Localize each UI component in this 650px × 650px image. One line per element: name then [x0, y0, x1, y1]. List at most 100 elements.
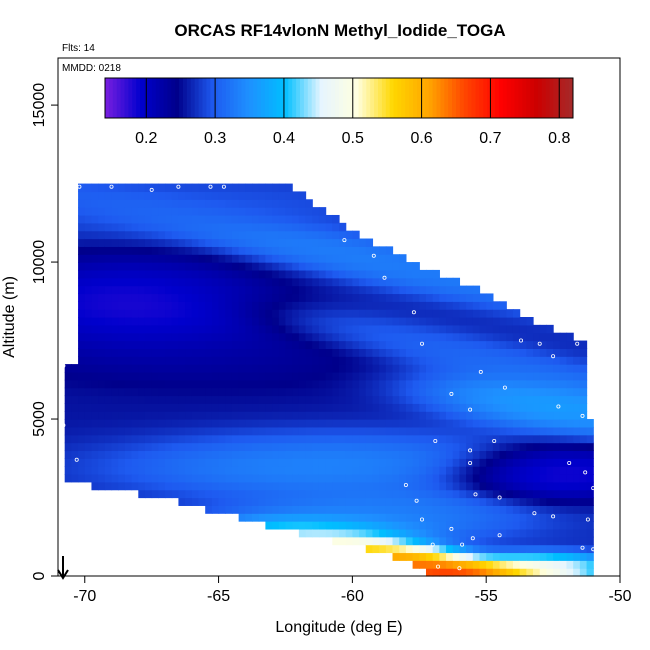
heatmap-cell [111, 293, 119, 302]
heatmap-cell [392, 552, 400, 561]
heatmap-cell [446, 340, 454, 349]
heatmap-cell [425, 332, 434, 342]
heatmap-cell [553, 458, 561, 467]
heatmap-cell [278, 505, 287, 514]
heatmap-cell [231, 379, 240, 389]
heatmap-cell [526, 481, 534, 491]
heatmap-cell [385, 246, 394, 255]
heatmap-cell [312, 450, 320, 459]
heatmap-cell [205, 450, 213, 459]
y-tick-label: 10000 [31, 240, 48, 285]
colorbar-segment [175, 78, 180, 118]
heatmap-cell [198, 207, 206, 216]
heatmap-cell [252, 262, 260, 271]
heatmap-cell [318, 434, 327, 444]
heatmap-cell [64, 466, 72, 475]
heatmap-cell [432, 364, 440, 373]
heatmap-cell [258, 434, 266, 444]
heatmap-cell [365, 411, 374, 420]
heatmap-cell [419, 395, 427, 404]
heatmap-cell [165, 473, 173, 483]
heatmap-cell [425, 293, 434, 302]
heatmap-cell [365, 356, 374, 365]
heatmap-cell [258, 207, 266, 216]
heatmap-cell [466, 387, 474, 397]
heatmap-cell [78, 183, 86, 193]
heatmap-cell [91, 222, 99, 232]
heatmap-cell [218, 426, 226, 436]
heatmap-cell [412, 434, 420, 444]
heatmap-cell [171, 489, 180, 499]
heatmap-cell [265, 450, 273, 459]
heatmap-cell [359, 254, 367, 263]
heatmap-cell [144, 371, 153, 381]
colorbar-segment [381, 78, 387, 118]
heatmap-cell [258, 246, 266, 255]
heatmap-cell [405, 395, 414, 404]
heatmap-cell [466, 552, 474, 561]
heatmap-cell [352, 536, 360, 546]
heatmap-cell [258, 364, 266, 373]
heatmap-cell [252, 419, 260, 428]
heatmap-cell [405, 528, 414, 538]
heatmap-cell [472, 426, 481, 436]
heatmap-cell [285, 403, 293, 412]
heatmap-cell [492, 301, 501, 310]
heatmap-cell [332, 309, 340, 318]
heatmap-cell [325, 489, 333, 499]
heatmap-cell [379, 317, 387, 326]
heatmap-cell [245, 277, 253, 287]
heatmap-cell [553, 528, 561, 538]
heatmap-cell [379, 387, 387, 397]
heatmap-cell [385, 521, 394, 530]
heatmap-cell [352, 277, 360, 287]
heatmap-cell [292, 301, 300, 310]
heatmap-cell [472, 379, 481, 389]
heatmap-cell [238, 426, 246, 436]
heatmap-cell [231, 411, 240, 420]
heatmap-cell [372, 317, 380, 326]
heatmap-cell [245, 293, 253, 302]
heatmap-cell [553, 536, 561, 546]
heatmap-cell [124, 277, 133, 287]
heatmap-cell [553, 395, 561, 404]
heatmap-cell [165, 277, 173, 287]
colorbar-segment [311, 78, 317, 118]
heatmap-cell [298, 324, 307, 334]
heatmap-cell [111, 450, 119, 459]
heatmap-cell [84, 371, 93, 381]
heatmap-cell [539, 387, 547, 397]
heatmap-cell [225, 262, 233, 271]
heatmap-cell [365, 348, 374, 357]
heatmap-cell [318, 466, 327, 475]
heatmap-cell [586, 419, 594, 428]
heatmap-cell [352, 434, 360, 444]
heatmap-cell [191, 269, 200, 279]
heatmap-cell [573, 364, 581, 373]
heatmap-cell [539, 395, 547, 404]
heatmap-cell [111, 207, 119, 216]
heatmap-cell [345, 269, 353, 279]
heatmap-cell [252, 214, 260, 224]
heatmap-cell [225, 222, 233, 232]
heatmap-cell [392, 277, 400, 287]
heatmap-cell [98, 340, 106, 349]
heatmap-cell [379, 356, 387, 365]
heatmap-cell [486, 552, 494, 561]
heatmap-cell [479, 293, 487, 302]
heatmap-cell [512, 568, 521, 577]
heatmap-cell [405, 387, 414, 397]
mmdd-note: MMDD: 0218 [62, 63, 121, 74]
heatmap-cell [278, 309, 287, 318]
heatmap-cell [298, 214, 307, 224]
heatmap-cell [365, 395, 374, 404]
heatmap-cell [452, 434, 461, 444]
heatmap-cell [399, 395, 407, 404]
heatmap-cell [198, 183, 206, 193]
heatmap-cell [372, 309, 380, 318]
heatmap-cell [559, 497, 568, 506]
heatmap-cell [492, 489, 501, 499]
heatmap-cell [158, 301, 166, 310]
colorbar-segment [502, 78, 508, 118]
heatmap-cell [432, 497, 440, 506]
